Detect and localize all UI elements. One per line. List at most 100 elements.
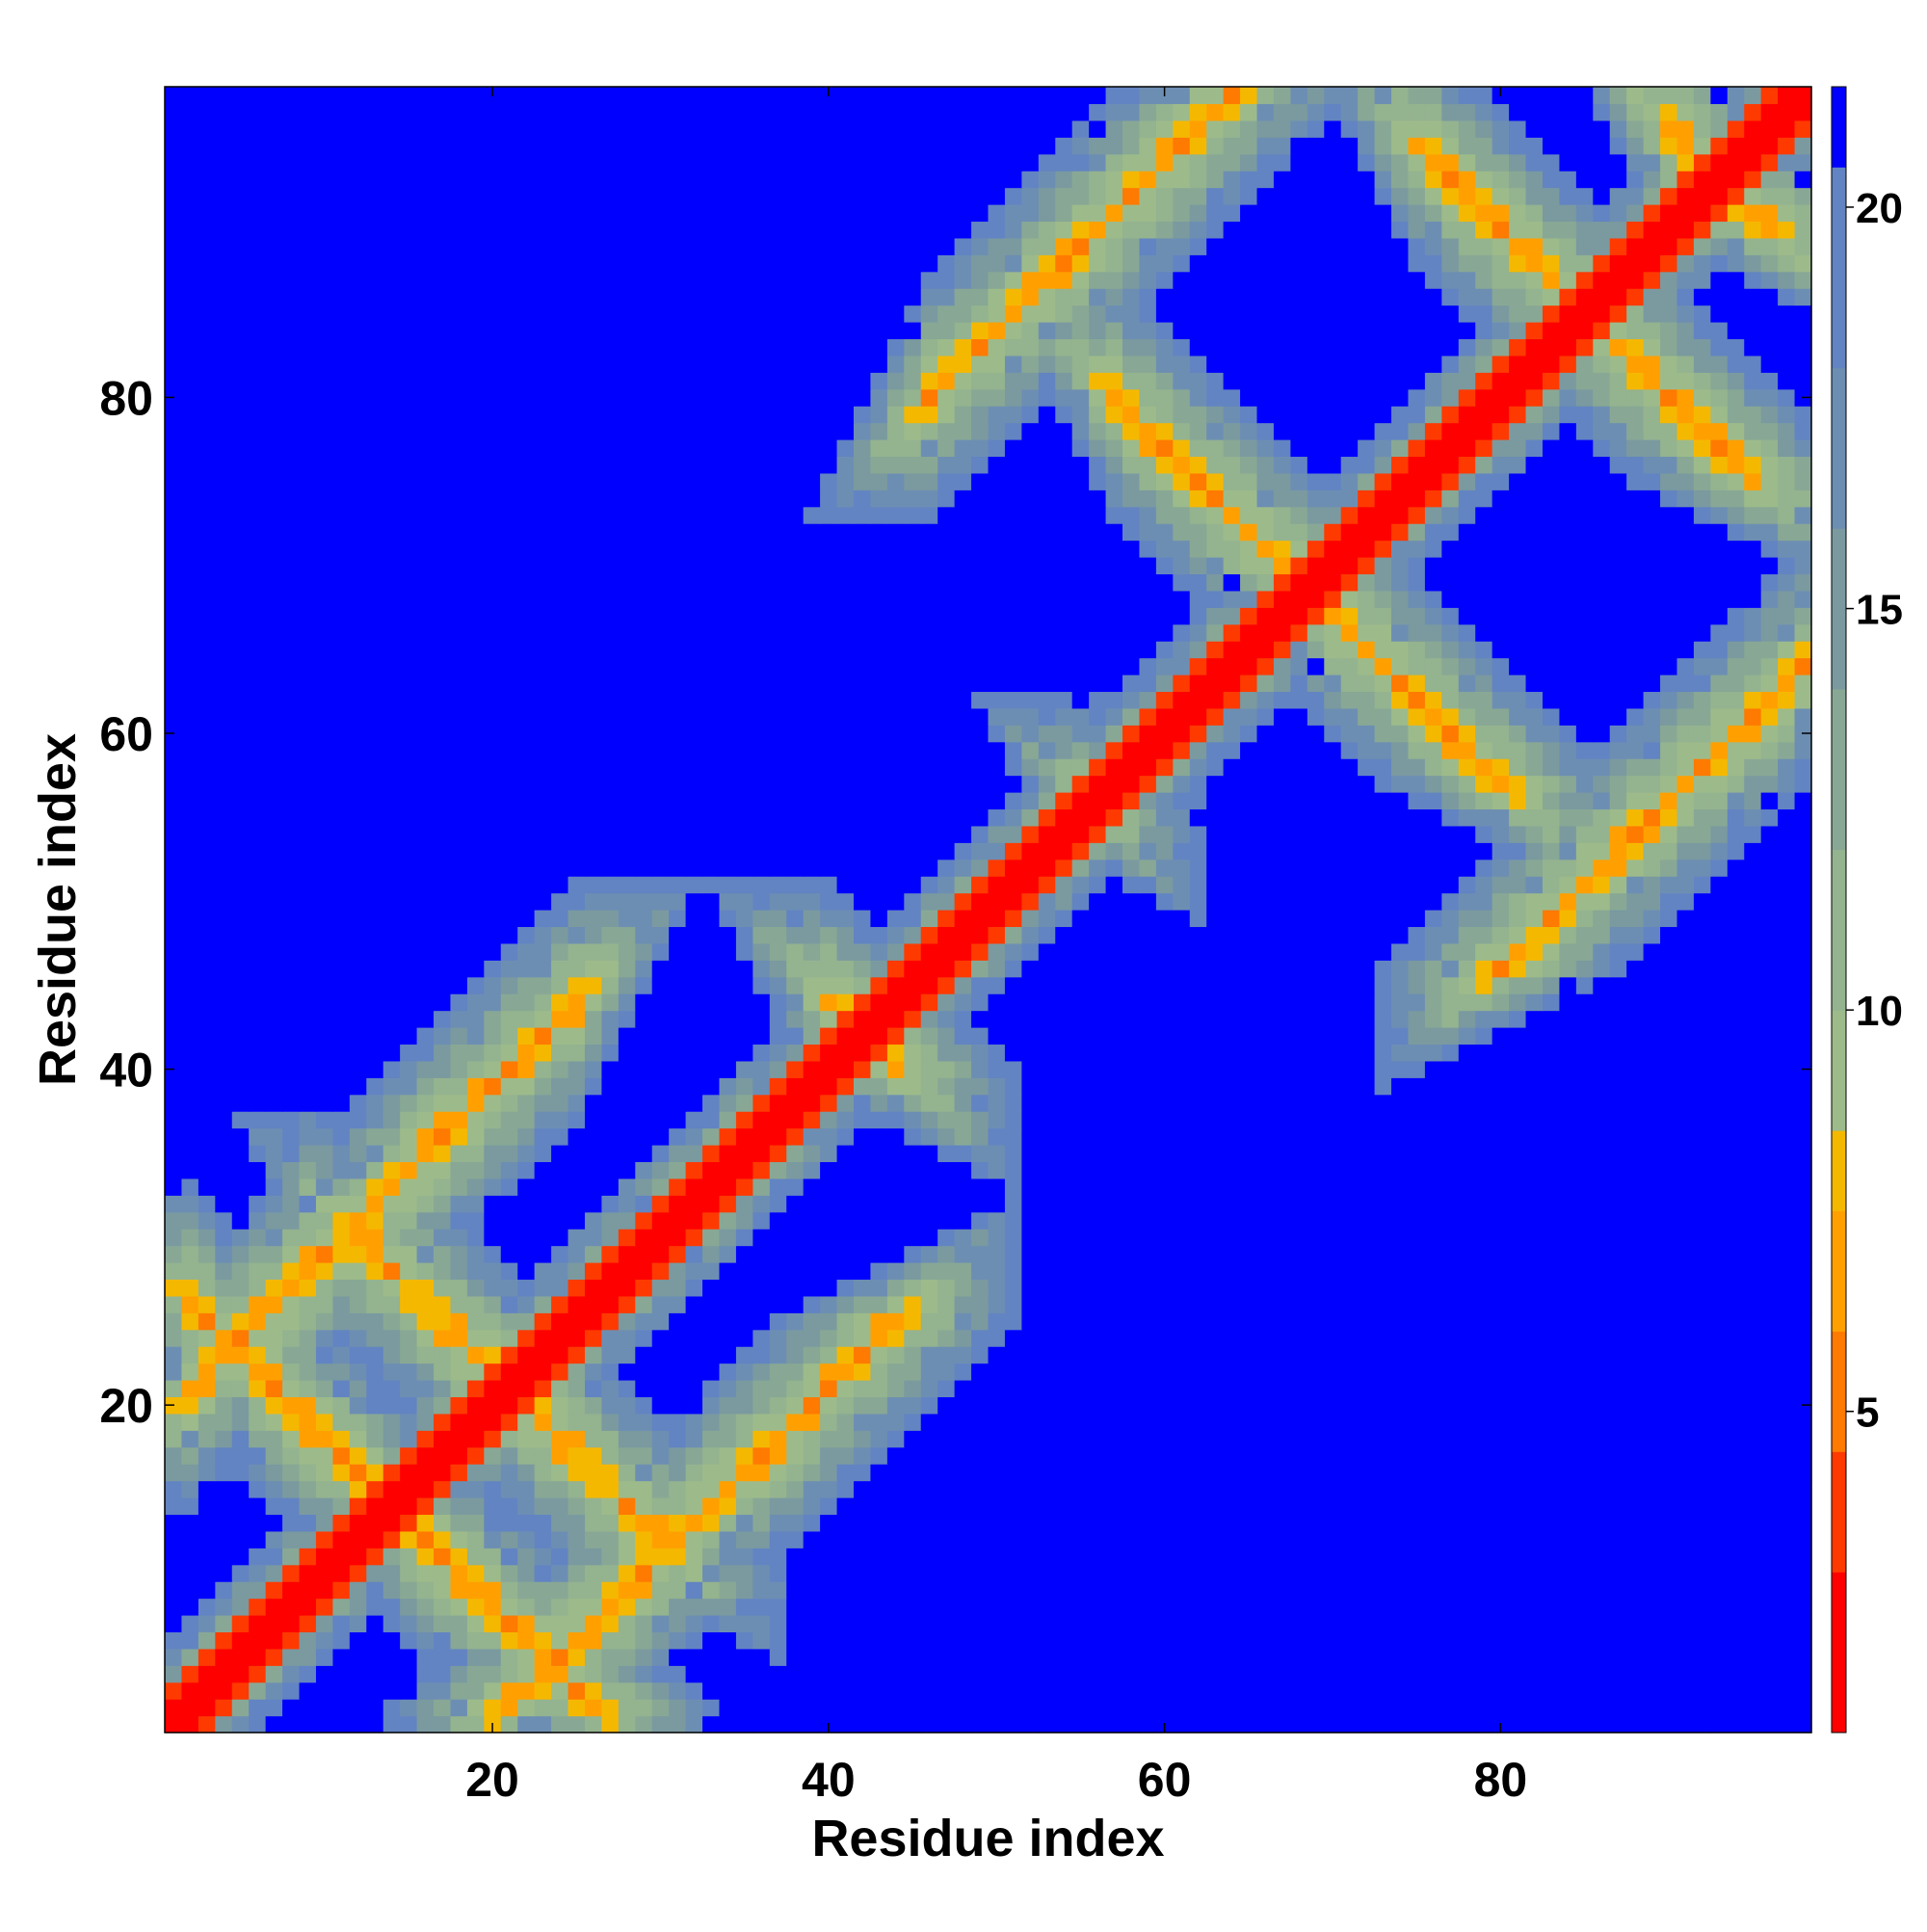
heatmap-cell — [265, 1497, 283, 1516]
heatmap-cell — [1778, 960, 1796, 978]
heatmap-cell — [198, 892, 216, 911]
heatmap-cell — [400, 1446, 418, 1465]
heatmap-cell — [349, 1279, 367, 1297]
heatmap-cell — [1139, 1010, 1157, 1028]
heatmap-cell — [954, 993, 972, 1012]
heatmap-cell — [434, 876, 452, 894]
heatmap-cell — [1358, 1514, 1376, 1532]
heatmap-cell — [1358, 1229, 1376, 1247]
heatmap-cell — [500, 1245, 518, 1263]
heatmap-cell — [601, 1598, 620, 1616]
heatmap-cell — [1089, 910, 1107, 928]
heatmap-cell — [1290, 1363, 1308, 1381]
heatmap-cell — [1727, 1464, 1745, 1482]
heatmap-cell — [349, 1665, 367, 1683]
heatmap-cell — [1358, 1060, 1376, 1078]
heatmap-cell — [1256, 1161, 1275, 1179]
heatmap-cell — [1055, 1077, 1073, 1096]
heatmap-cell — [534, 1514, 552, 1532]
heatmap-cell — [786, 1480, 805, 1498]
heatmap-cell — [282, 1329, 301, 1347]
heatmap-cell — [836, 1279, 855, 1297]
heatmap-cell — [400, 1464, 418, 1482]
heatmap-cell — [299, 1077, 317, 1096]
heatmap-cell — [1206, 1446, 1225, 1465]
heatmap-cell — [249, 1111, 267, 1129]
heatmap-cell — [466, 1094, 485, 1112]
heatmap-cell — [1071, 1211, 1090, 1230]
heatmap-cell — [786, 1060, 805, 1078]
heatmap-cell — [568, 876, 586, 894]
heatmap-cell — [803, 1480, 821, 1498]
heatmap-cell — [198, 942, 216, 961]
heatmap-cell — [1424, 1077, 1442, 1096]
heatmap-cell — [702, 1715, 721, 1734]
heatmap-cell — [249, 1245, 267, 1263]
heatmap-cell — [1358, 1446, 1376, 1465]
heatmap-cell — [1744, 1027, 1762, 1045]
heatmap-cell — [1676, 1044, 1695, 1062]
heatmap-cell — [702, 1396, 721, 1415]
heatmap-cell — [988, 1363, 1006, 1381]
heatmap-cell — [651, 1699, 670, 1717]
heatmap-cell — [886, 1514, 905, 1532]
heatmap-cell — [836, 1615, 855, 1633]
heatmap-cell — [618, 1396, 636, 1415]
heatmap-cell — [1710, 1464, 1729, 1482]
heatmap-cell — [1189, 1262, 1207, 1281]
heatmap-cell — [1609, 1715, 1627, 1734]
heatmap-cell — [836, 993, 855, 1012]
heatmap-cell — [1559, 942, 1577, 961]
heatmap-cell — [1105, 1245, 1123, 1263]
heatmap-cell — [820, 926, 838, 944]
heatmap-cell — [416, 1195, 435, 1213]
heatmap-cell — [282, 1295, 301, 1313]
heatmap-cell — [517, 1464, 536, 1482]
heatmap-cell — [349, 1010, 367, 1028]
heatmap-cell — [1491, 876, 1510, 894]
heatmap-cell — [198, 1127, 216, 1146]
heatmap-cell — [769, 1430, 787, 1448]
heatmap-cell — [1173, 1229, 1191, 1247]
heatmap-cell — [1593, 1195, 1611, 1213]
heatmap-cell — [954, 1581, 972, 1600]
heatmap-cell — [282, 1195, 301, 1213]
heatmap-cell — [1778, 1262, 1796, 1281]
heatmap-cell — [1340, 1127, 1359, 1146]
heatmap-cell — [702, 1581, 721, 1600]
heatmap-cell — [685, 1229, 703, 1247]
heatmap-cell — [1122, 1044, 1141, 1062]
heatmap-cell — [669, 1195, 687, 1213]
heatmap-cell — [1071, 1111, 1090, 1129]
heatmap-cell — [1441, 1127, 1460, 1146]
heatmap-cell — [1155, 1430, 1174, 1448]
heatmap-cell — [1575, 1598, 1594, 1616]
heatmap-cell — [349, 1413, 367, 1431]
heatmap-cell — [315, 1010, 333, 1028]
heatmap-cell — [937, 926, 956, 944]
heatmap-cell — [215, 926, 233, 944]
heatmap-cell — [383, 1010, 401, 1028]
heatmap-cell — [1290, 1027, 1308, 1045]
heatmap-cell — [249, 1681, 267, 1700]
heatmap-cell — [1155, 892, 1174, 911]
heatmap-cell — [332, 1396, 351, 1415]
heatmap-cell — [669, 1279, 687, 1297]
heatmap-cell — [1643, 876, 1661, 894]
heatmap-cell — [1525, 1615, 1544, 1633]
heatmap-cell — [1424, 1396, 1442, 1415]
heatmap-cell — [685, 1380, 703, 1398]
heatmap-cell — [904, 1010, 922, 1028]
heatmap-cell — [400, 892, 418, 911]
heatmap-cell — [752, 892, 771, 911]
heatmap-cell — [618, 910, 636, 928]
heatmap-cell — [517, 1681, 536, 1700]
heatmap-cell — [1004, 976, 1022, 994]
heatmap-cell — [1778, 1681, 1796, 1700]
heatmap-cell — [466, 1514, 485, 1532]
heatmap-cell — [299, 1178, 317, 1196]
heatmap-cell — [584, 1631, 603, 1650]
heatmap-cell — [181, 942, 199, 961]
heatmap-cell — [198, 1329, 216, 1347]
heatmap-cell — [1391, 960, 1410, 978]
